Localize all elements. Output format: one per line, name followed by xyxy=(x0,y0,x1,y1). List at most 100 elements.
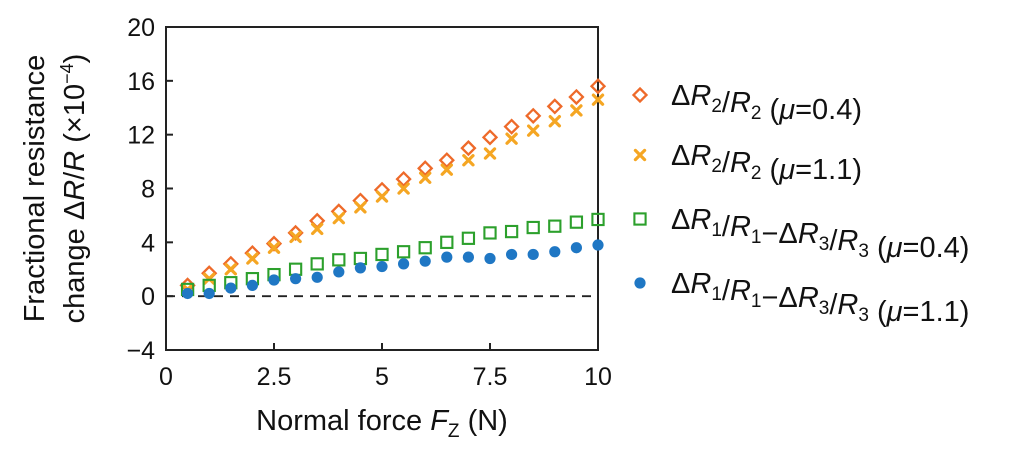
legend-label-part: R xyxy=(798,218,819,250)
data-point xyxy=(419,255,431,267)
y-tick-label: 0 xyxy=(141,283,155,311)
data-point xyxy=(246,279,258,291)
x-tick-label: 10 xyxy=(584,363,612,391)
legend-label-part: / xyxy=(722,147,731,179)
data-point xyxy=(224,263,237,276)
data-point xyxy=(311,222,324,236)
legend-label-part: 3 xyxy=(858,241,869,262)
data-point xyxy=(310,257,324,271)
data-point xyxy=(395,170,412,188)
legend-label-part: μ xyxy=(778,94,795,126)
data-point xyxy=(417,160,434,177)
data-point xyxy=(462,251,474,263)
legend-label-part: Δ xyxy=(671,204,690,236)
x-tick-label: 5 xyxy=(375,363,389,391)
legend-entry-3: ΔR1/R1−ΔR3/R3 (μ=0.4) xyxy=(633,204,970,264)
data-point xyxy=(332,253,346,267)
data-point xyxy=(419,171,432,184)
legend-label-part: R xyxy=(798,282,819,314)
plot-frame xyxy=(165,26,599,351)
legend-label-part: 3 xyxy=(819,234,830,255)
data-point xyxy=(225,282,237,294)
legend-label-part: =0.4) xyxy=(903,232,970,264)
legend-label-part: R xyxy=(730,275,751,307)
data-point xyxy=(354,262,366,274)
data-point xyxy=(570,104,583,117)
legend-label-part: 1 xyxy=(711,284,722,305)
legend: ΔR2/R2 (μ=0.4)ΔR2/R2 (μ=1.1)ΔR1/R1−ΔR3/R… xyxy=(631,80,970,328)
data-point xyxy=(438,152,455,169)
legend-label-part: ( xyxy=(762,94,780,126)
x-axis: 0 2.5 5 7.5 10 xyxy=(159,343,612,391)
y-axis-title-prefix: change xyxy=(59,220,91,323)
legend-label-part: 2 xyxy=(751,163,762,184)
data-point xyxy=(484,252,496,265)
legend-label-part: =0.4) xyxy=(795,94,862,126)
x-axis-title-main: Normal force xyxy=(256,405,430,437)
legend-entry-4: ΔR1/R1−ΔR3/R3 (μ=1.1) xyxy=(634,268,969,328)
data-point xyxy=(483,147,497,160)
legend-label-part: 1 xyxy=(751,291,762,312)
data-point xyxy=(440,163,453,176)
legend-label-part: ( xyxy=(869,296,887,328)
legend-label: ΔR2/R2 (μ=0.4) xyxy=(671,80,862,126)
data-point xyxy=(440,235,454,249)
y-axis-title-var1: R xyxy=(59,180,91,201)
data-point xyxy=(548,219,562,233)
legend-label-part: / xyxy=(722,275,731,307)
legend-label-part: μ xyxy=(778,154,795,186)
data-point xyxy=(203,272,216,285)
legend-label-part: R xyxy=(837,289,858,321)
data-point xyxy=(376,260,388,273)
data-point xyxy=(461,231,476,245)
legend-label-part: Δ xyxy=(671,268,690,300)
series-3 xyxy=(180,212,605,297)
data-point xyxy=(460,139,477,157)
legend-label-part: ( xyxy=(869,232,887,264)
y-axis-title: Fractional resistance change ΔR/R (×10−4… xyxy=(19,54,91,324)
legend-label-part: μ xyxy=(886,232,903,264)
legend-label-part: R xyxy=(690,80,711,112)
legend-label-part: 2 xyxy=(711,156,722,177)
legend-marker xyxy=(631,86,649,104)
series-layer xyxy=(179,78,607,300)
y-axis-title-unit-close: ) xyxy=(59,54,91,64)
y-axis-title-slash: / xyxy=(59,171,91,180)
data-point xyxy=(333,266,345,278)
legend-entry-1: ΔR2/R2 (μ=0.4) xyxy=(631,80,862,126)
y-tick-label: 4 xyxy=(141,229,155,257)
legend-label-part: 1 xyxy=(711,220,722,241)
legend-label-part: / xyxy=(722,211,731,243)
legend-label-part: 1 xyxy=(751,227,762,248)
data-point xyxy=(375,190,389,203)
data-point xyxy=(311,271,323,283)
legend-label-part: R xyxy=(730,87,751,119)
data-point xyxy=(589,78,607,95)
plot-area xyxy=(165,26,599,351)
data-point xyxy=(592,239,604,251)
y-axis-title-var2: R xyxy=(59,151,91,172)
data-point xyxy=(503,118,520,135)
data-point xyxy=(397,182,410,195)
data-point xyxy=(396,245,411,259)
data-point xyxy=(546,98,563,115)
data-point xyxy=(332,211,345,225)
data-point xyxy=(568,88,585,106)
data-point xyxy=(182,287,194,300)
data-point xyxy=(398,258,410,270)
data-point xyxy=(569,215,584,229)
legend-label-part: =1.1) xyxy=(795,154,862,186)
x-axis-title-var: F xyxy=(430,405,450,437)
y-tick-label: 16 xyxy=(127,68,155,96)
legend-label-part: 3 xyxy=(858,305,869,326)
legend-label-part: R xyxy=(730,147,751,179)
x-axis-title-sub: Z xyxy=(448,421,460,442)
legend-label-part: Δ xyxy=(671,80,690,112)
y-axis-title-unit-exp: −4 xyxy=(57,63,77,84)
y-tick-label: 20 xyxy=(127,14,155,42)
x-tick-label: 7.5 xyxy=(473,363,508,391)
data-point xyxy=(267,241,281,254)
data-point xyxy=(504,224,519,239)
data-point xyxy=(591,93,605,106)
